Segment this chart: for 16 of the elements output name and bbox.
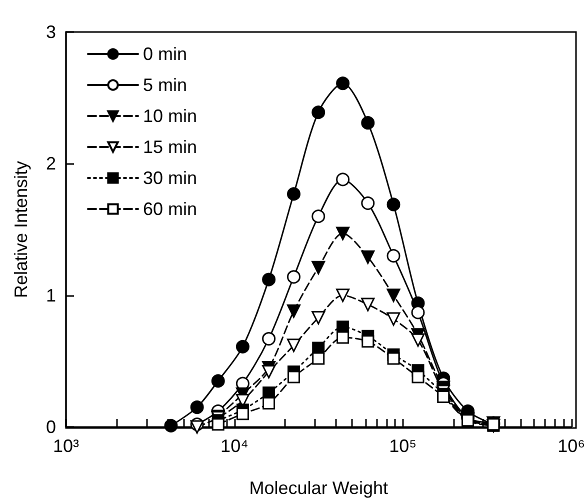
y-tick-label: 1 [46,285,56,306]
x-tick-label: 10⁴ [220,436,248,456]
x-tick-label: 10⁵ [389,436,417,456]
legend-label: 60 min [143,199,198,219]
legend-label: 10 min [143,106,198,126]
y-tick-label: 0 [46,417,56,437]
x-axis-title: Molecular Weight [249,478,388,498]
legend-label: 0 min [143,44,188,64]
legend-label: 5 min [143,75,188,95]
x-tick-label: 10³ [52,436,80,456]
legend-label: 30 min [143,168,198,188]
y-axis-title: Relative Intensity [11,160,31,298]
x-tick-label: 10⁶ [558,436,586,456]
y-tick-label: 2 [46,154,56,174]
legend-label: 15 min [143,137,198,157]
y-tick-label: 3 [46,22,56,42]
